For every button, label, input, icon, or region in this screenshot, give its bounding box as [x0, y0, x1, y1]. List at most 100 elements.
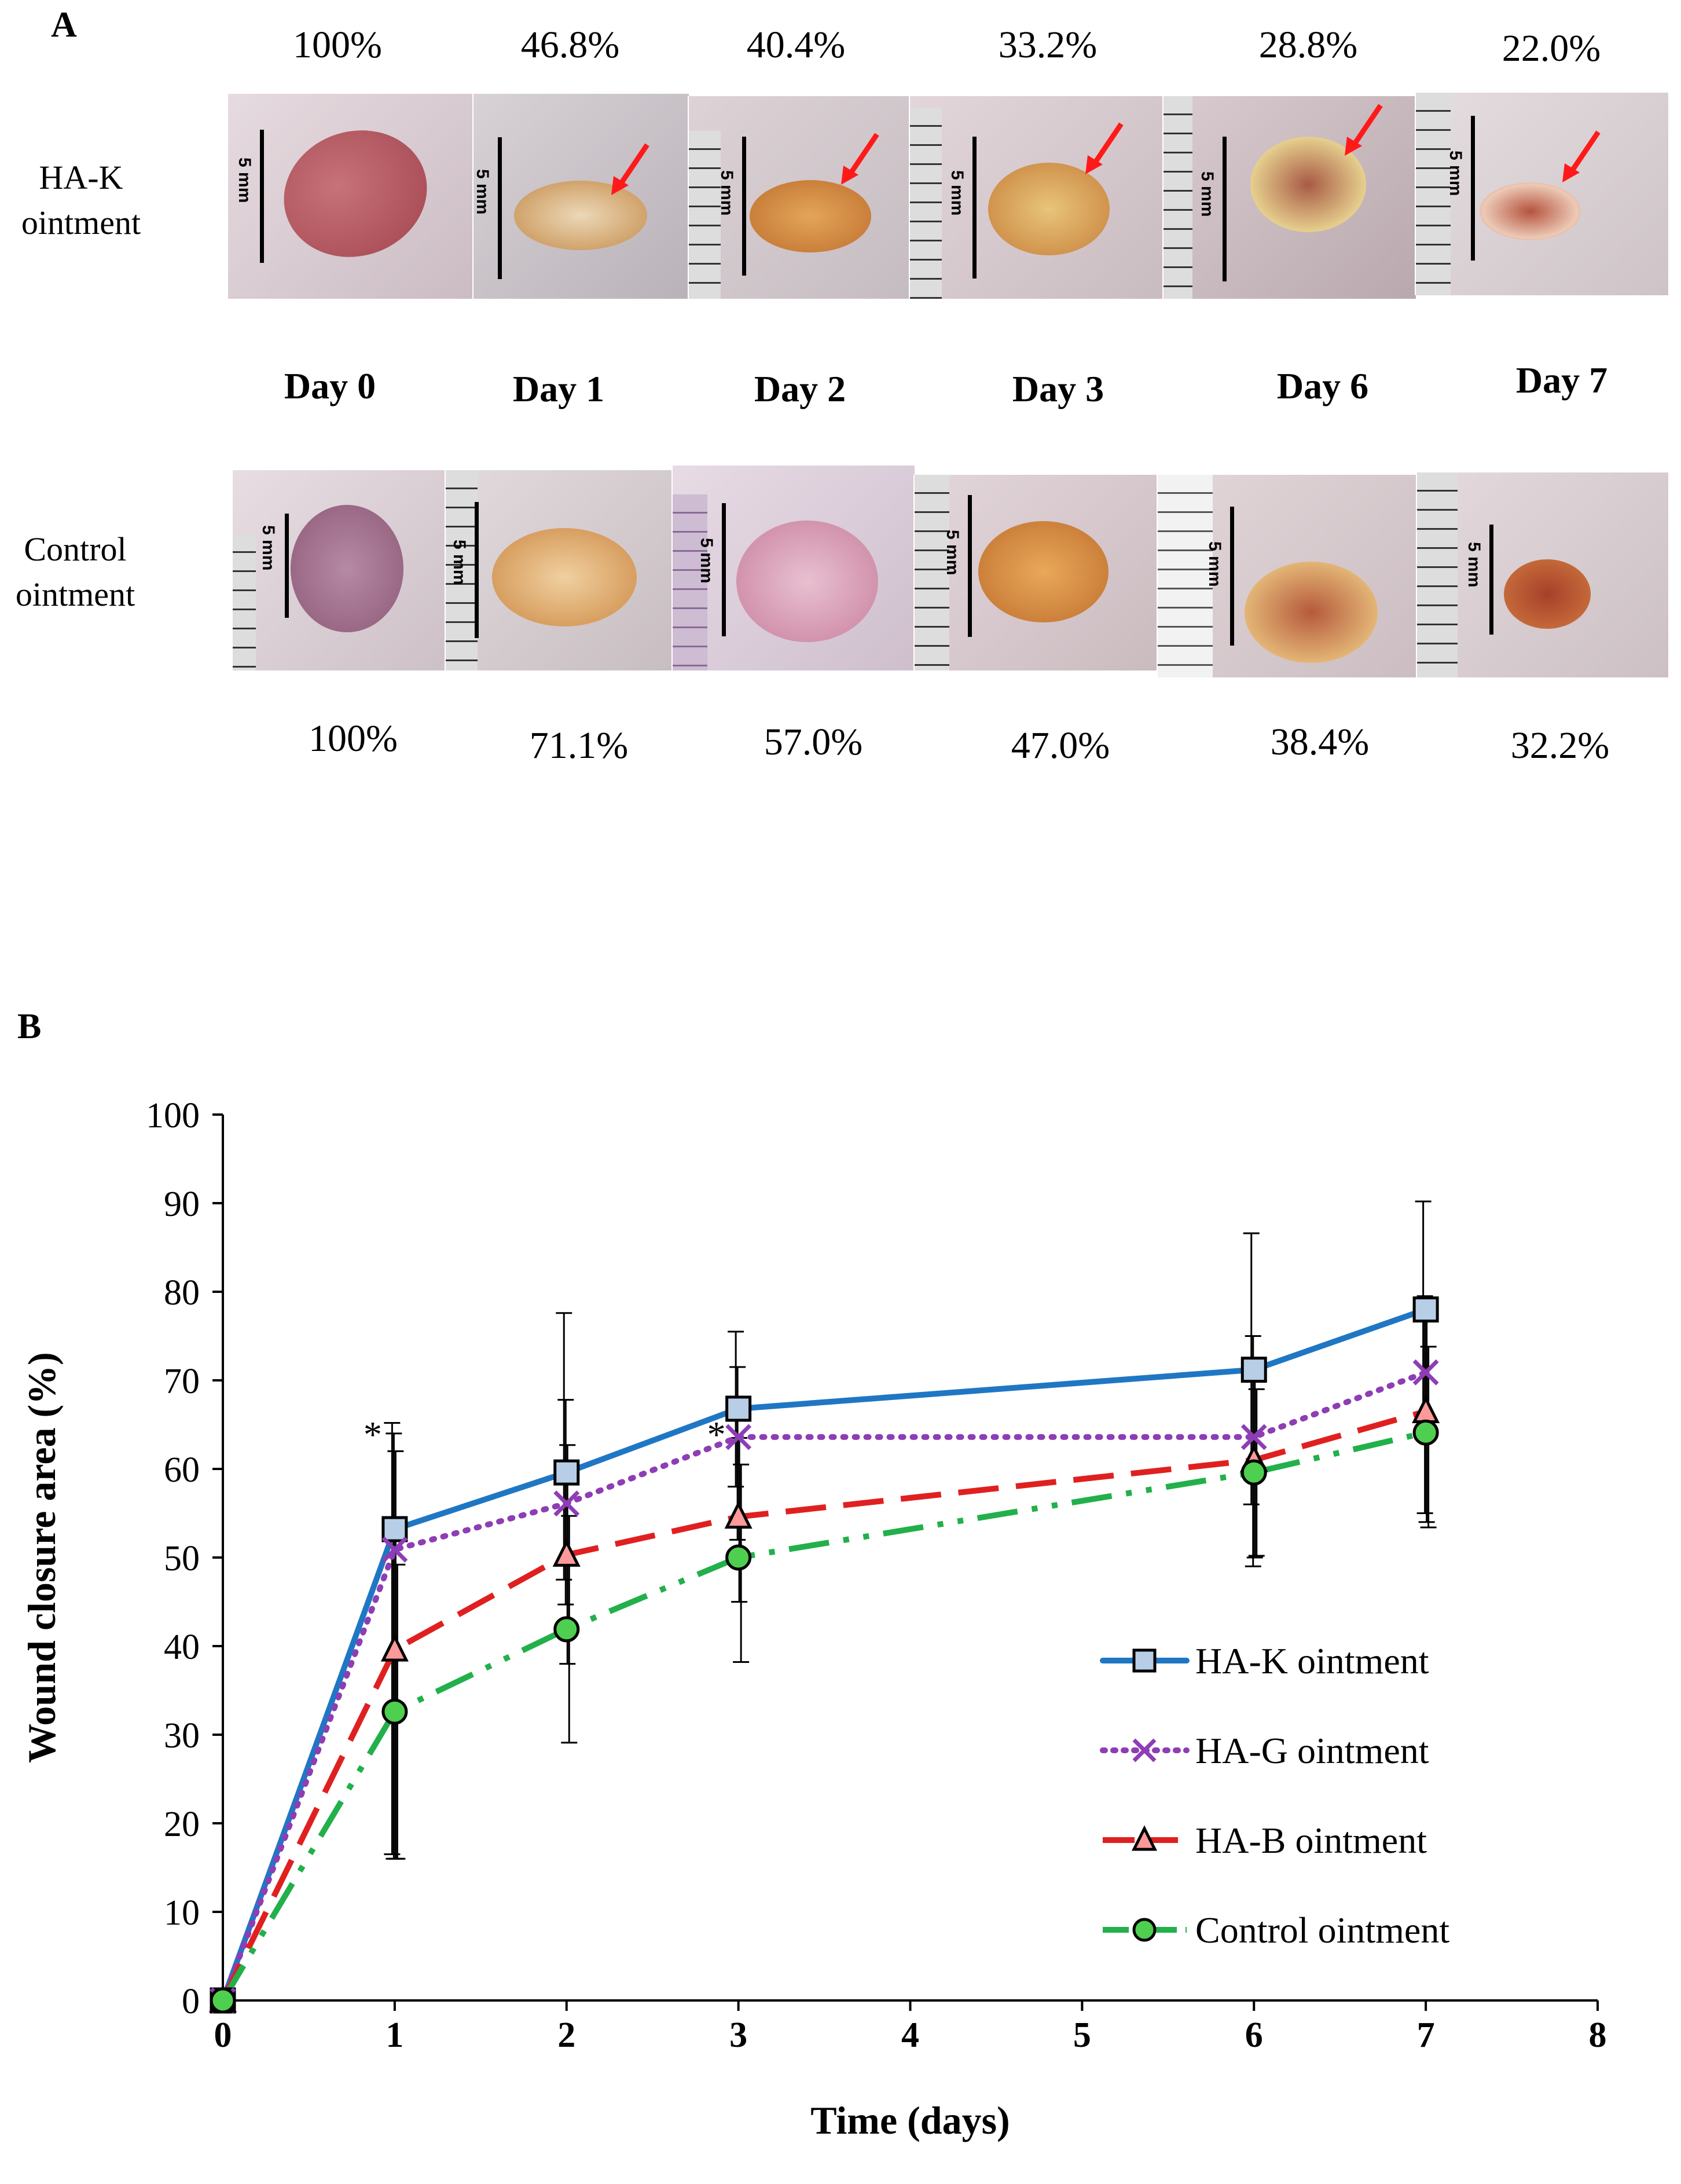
- red-arrow-icon: [1345, 104, 1383, 156]
- data-point-triangle: [724, 1501, 753, 1529]
- x-tick-label: 6: [1245, 2016, 1263, 2055]
- wound-area: [978, 521, 1109, 622]
- ha-k-label-line2: ointment: [21, 204, 141, 241]
- series-markers: [208, 1296, 1440, 2014]
- control-percent: 47.0%: [1011, 724, 1110, 767]
- data-point-square: [1412, 1296, 1439, 1323]
- x-tick-label: 0: [214, 2016, 232, 2055]
- scale-label: 5 mm: [717, 170, 736, 216]
- series-lines: [220, 1306, 1429, 2003]
- chart-legend: HA-K ointment HA-G ointment HA-B ointment C…: [1100, 1640, 1449, 1951]
- scale-label: 5 mm: [259, 525, 278, 571]
- scale-label: 5 mm: [697, 538, 716, 584]
- wound-photo: 5 mm: [232, 470, 446, 670]
- legend-label: HA-B ointment: [1195, 1820, 1427, 1861]
- wound-area: [267, 112, 444, 276]
- scale-bar: [722, 503, 726, 636]
- significance-star: *: [707, 1414, 726, 1455]
- ha-k-percent: 33.2%: [998, 24, 1098, 66]
- ruler: [1164, 96, 1192, 299]
- x-tick-label: 7: [1417, 2016, 1435, 2055]
- ha-k-row-label: HA-K ointment: [0, 155, 177, 245]
- ruler: [689, 131, 721, 299]
- wound-area: [1245, 562, 1378, 663]
- wound-area: [514, 181, 647, 250]
- ruler: [910, 108, 942, 299]
- significance-annotations: * *: [364, 1414, 726, 1455]
- series-line-ha-b-ointment: [220, 1408, 1427, 2002]
- red-arrow-icon: [611, 143, 649, 195]
- x-tick-label: 4: [901, 2016, 919, 2055]
- scale-label: 5 mm: [1198, 171, 1217, 217]
- data-point-x: [1240, 1424, 1267, 1450]
- x-axis-label: Time (days): [810, 2098, 1010, 2142]
- x-tick-label: 2: [557, 2016, 575, 2055]
- legend-label: Control ointment: [1195, 1910, 1449, 1951]
- wound-area: [750, 180, 871, 252]
- scale-bar: [1471, 116, 1475, 261]
- data-point-triangle: [552, 1538, 581, 1567]
- y-tick-label: 40: [164, 1628, 200, 1667]
- scale-label: 5 mm: [948, 170, 967, 216]
- data-point-circle: [1132, 1918, 1157, 1942]
- series-line-ha-g-ointment: [220, 1369, 1429, 2003]
- scale-label: 5 mm: [235, 157, 254, 203]
- day-label: Day 3: [1012, 368, 1104, 409]
- legend-label: HA-K ointment: [1195, 1640, 1429, 1681]
- scale-bar: [498, 137, 502, 279]
- data-point-x: [725, 1424, 752, 1450]
- control-row-label: Control ointment: [0, 527, 171, 617]
- red-arrow-icon: [1085, 122, 1124, 174]
- scale-label: 5 mm: [1205, 541, 1224, 587]
- panel-a-letter: A: [51, 5, 77, 45]
- data-point-x: [1132, 1738, 1157, 1762]
- data-point-triangle: [380, 1633, 409, 1662]
- series-line-control-ointment: [220, 1430, 1427, 2002]
- data-point-square: [1132, 1648, 1157, 1673]
- data-point-triangle: [1412, 1395, 1440, 1424]
- scale-label: 5 mm: [473, 169, 492, 215]
- scale-bar: [1230, 507, 1234, 646]
- scale-bar: [1489, 525, 1493, 635]
- data-point-square: [725, 1395, 752, 1422]
- day-label: Day 2: [754, 368, 846, 409]
- y-tick-label: 20: [164, 1805, 200, 1844]
- ha-k-percent: 100%: [293, 24, 382, 66]
- data-point-circle: [553, 1616, 580, 1643]
- data-point-square: [1240, 1357, 1267, 1383]
- wound-photo: 5 mm: [472, 94, 689, 299]
- ruler: [1417, 472, 1458, 677]
- wound-area: [1480, 182, 1581, 240]
- scale-label: 5 mm: [943, 530, 962, 576]
- wound-photo: 5 mm: [445, 470, 673, 670]
- scale-bar: [475, 502, 479, 638]
- y-tick-label: 0: [182, 1982, 200, 2021]
- scale-bar: [968, 495, 972, 637]
- wound-photo: 5 mm: [1415, 93, 1668, 295]
- scale-label: 5 mm: [1446, 151, 1465, 196]
- series-line-ha-k-ointment: [220, 1306, 1429, 2003]
- panel-b-letter: B: [17, 1007, 42, 1046]
- day-label: Day 7: [1515, 360, 1608, 401]
- data-point-triangle: [1131, 1825, 1158, 1851]
- control-percent: 100%: [309, 717, 398, 760]
- red-arrow-icon: [1562, 130, 1601, 182]
- ruler: [1158, 475, 1213, 677]
- day-label: Day 6: [1276, 365, 1369, 406]
- control-percent: 57.0%: [764, 721, 863, 763]
- scale-bar: [972, 137, 977, 279]
- wound-photo: 5 mm: [671, 466, 915, 670]
- x-tick-label: 1: [386, 2016, 403, 2055]
- x-tick-label: 8: [1589, 2016, 1607, 2055]
- y-tick-label: 100: [146, 1096, 200, 1135]
- x-tick-label: 5: [1073, 2016, 1091, 2055]
- scale-label: 5 mm: [1465, 542, 1484, 588]
- data-point-circle: [725, 1544, 752, 1571]
- wound-photo: 5 mm: [688, 96, 910, 299]
- data-point-circle: [1240, 1459, 1267, 1486]
- control-label-line1: Control: [24, 530, 127, 568]
- wound-area: [492, 528, 637, 626]
- ha-k-percent: 40.4%: [746, 24, 846, 66]
- data-point-circle: [1412, 1419, 1439, 1446]
